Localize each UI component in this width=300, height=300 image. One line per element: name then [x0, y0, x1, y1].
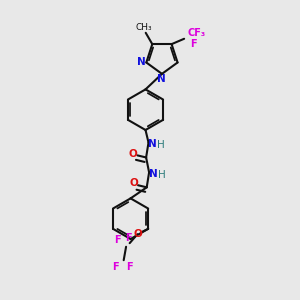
Text: F: F: [112, 262, 119, 272]
Text: O: O: [129, 178, 138, 188]
Text: F: F: [190, 38, 197, 49]
Text: H: H: [158, 170, 166, 180]
Text: N: N: [149, 169, 158, 178]
Text: F: F: [125, 233, 132, 243]
Text: O: O: [133, 229, 142, 239]
Text: N: N: [136, 57, 145, 67]
Text: CH₃: CH₃: [136, 23, 152, 32]
Text: F: F: [114, 235, 120, 245]
Text: CF₃: CF₃: [187, 28, 205, 38]
Text: O: O: [129, 148, 137, 159]
Text: H: H: [157, 140, 165, 150]
Text: F: F: [126, 262, 132, 272]
Text: N: N: [157, 74, 166, 84]
Text: N: N: [148, 139, 157, 149]
